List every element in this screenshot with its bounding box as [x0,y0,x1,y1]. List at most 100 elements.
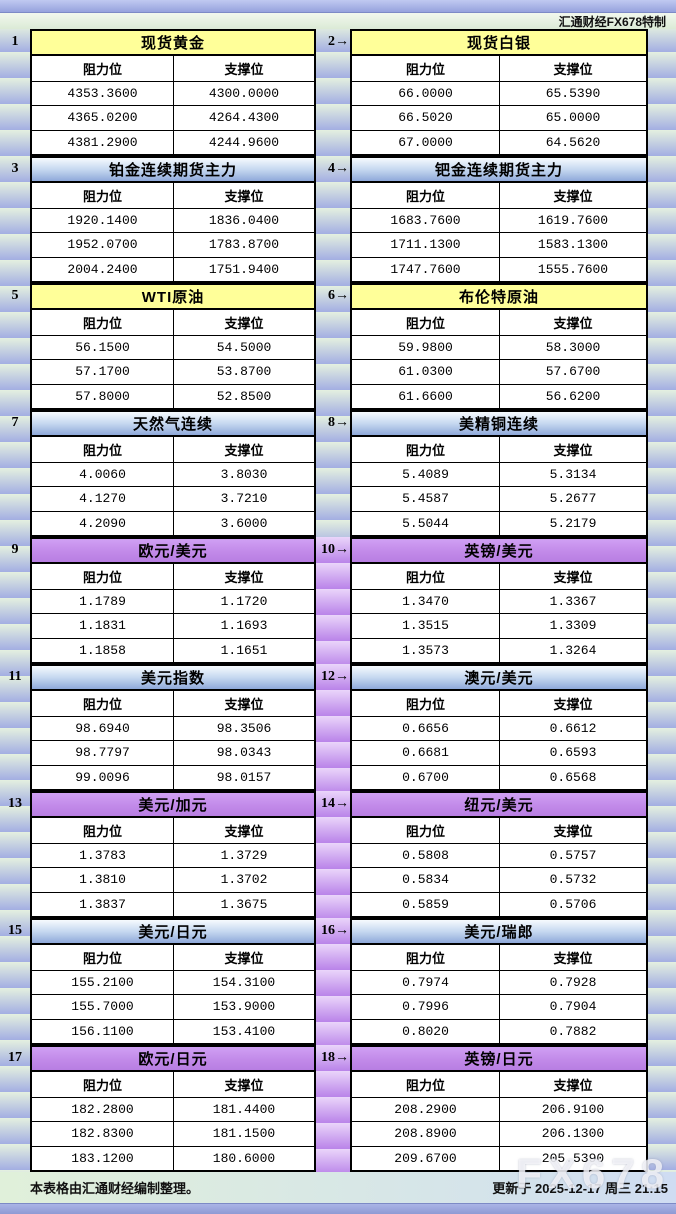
top-border-band [0,0,676,13]
support-value: 1.1720 [173,590,314,614]
left-margin-cell: 17 [0,1045,30,1172]
level-row: 1747.7600 1555.7600 [352,256,646,281]
support-value: 1.3264 [499,638,646,662]
resistance-value: 1.3783 [79,848,126,864]
panel-pair-row: 1 现货黄金 阻力位 支撑位 4353.3600 4300.0000 4365.… [0,29,676,156]
resistance-value: 98.7797 [75,745,130,761]
separator-column: 10→ [316,537,350,664]
panel-header-row: 阻力位 支撑位 [32,564,314,590]
resistance-value: 56.1500 [75,340,130,356]
support-value: 65.5390 [499,82,646,106]
left-panel-number: 9 [11,542,19,557]
resistance-value: 1.3573 [402,642,449,658]
separator-column: 4→ [316,156,350,283]
right-panel-number: 6→ [328,288,349,303]
support-value: 65.0000 [499,106,646,130]
support-value: 4264.4300 [173,106,314,130]
resistance-value: 2004.2400 [67,261,138,277]
resistance-header: 阻力位 [405,951,445,966]
quote-panel: 美元/加元 阻力位 支撑位 1.3783 1.3729 1.3810 1.370… [30,791,316,918]
panel-pair-row: 9 欧元/美元 阻力位 支撑位 1.1789 1.1720 1.1831 1.1… [0,537,676,664]
separator-column: 2→ [316,29,350,156]
level-row: 0.7974 0.7928 [352,971,646,995]
level-row: 208.8900 206.1300 [352,1121,646,1146]
left-panel-number: 17 [8,1050,22,1065]
level-row: 1.3470 1.3367 [352,590,646,614]
level-row: 5.4089 5.3134 [352,463,646,487]
level-row: 155.7000 153.9000 [32,994,314,1019]
resistance-value: 1.3837 [79,896,126,912]
right-margin-cell [648,537,676,664]
support-value: 205.5390 [499,1146,646,1170]
support-header: 支撑位 [499,183,646,208]
support-value: 206.1300 [499,1122,646,1146]
separator-column: 14→ [316,791,350,918]
level-row: 182.8300 181.1500 [32,1121,314,1146]
level-row: 57.1700 53.8700 [32,359,314,384]
support-value: 1.3367 [499,590,646,614]
resistance-value: 61.6600 [398,388,453,404]
resistance-value: 5.5044 [402,515,449,531]
support-value: 0.6612 [499,717,646,741]
support-value: 153.4100 [173,1019,314,1043]
resistance-value: 0.8020 [402,1023,449,1039]
level-row: 61.0300 57.6700 [352,359,646,384]
panel-title: 美元/日元 [32,920,314,945]
resistance-value: 155.2100 [71,975,134,991]
panel-pair-row: 11 美元指数 阻力位 支撑位 98.6940 98.3506 98.7797 … [0,664,676,791]
left-panel-number: 7 [11,415,19,430]
level-row: 4381.2900 4244.9600 [32,129,314,154]
level-row: 1.3783 1.3729 [32,844,314,868]
quote-panel: 英镑/日元 阻力位 支撑位 208.2900 206.9100 208.8900… [350,1045,648,1172]
resistance-header: 阻力位 [405,824,445,839]
resistance-value: 4.2090 [79,515,126,531]
brand-row: 汇通财经FX678特制 [0,13,676,29]
support-value: 5.3134 [499,463,646,487]
support-header: 支撑位 [173,564,314,589]
panel-title: 英镑/日元 [352,1047,646,1072]
resistance-header: 阻力位 [82,697,122,712]
separator-column: 8→ [316,410,350,537]
support-value: 0.5732 [499,868,646,892]
panel-header-row: 阻力位 支撑位 [32,56,314,82]
panel-header-row: 阻力位 支撑位 [352,691,646,717]
level-row: 98.7797 98.0343 [32,740,314,765]
support-header: 支撑位 [499,945,646,970]
panel-header-row: 阻力位 支撑位 [32,437,314,463]
resistance-value: 208.8900 [394,1126,457,1142]
level-row: 1.3837 1.3675 [32,891,314,916]
resistance-value: 98.6940 [75,721,130,737]
quote-panel: 现货白银 阻力位 支撑位 66.0000 65.5390 66.5020 65.… [350,29,648,156]
quote-panel: 布伦特原油 阻力位 支撑位 59.9800 58.3000 61.0300 57… [350,283,648,410]
left-panel-number: 11 [8,669,22,684]
panel-header-row: 阻力位 支撑位 [352,183,646,209]
panel-title: 美元/加元 [32,793,314,818]
support-header: 支撑位 [173,691,314,716]
level-row: 1.1858 1.1651 [32,637,314,662]
panel-pair-row: 13 美元/加元 阻力位 支撑位 1.3783 1.3729 1.3810 1.… [0,791,676,918]
level-row: 0.6681 0.6593 [352,740,646,765]
right-panel-number: 16→ [321,923,349,938]
panel-title: 钯金连续期货主力 [352,158,646,183]
level-row: 5.5044 5.2179 [352,510,646,535]
level-row: 209.6700 205.5390 [352,1145,646,1170]
level-row: 2004.2400 1751.9400 [32,256,314,281]
left-margin-cell: 7 [0,410,30,537]
level-row: 5.4587 5.2677 [352,486,646,511]
support-header: 支撑位 [499,56,646,81]
resistance-header: 阻力位 [405,443,445,458]
support-value: 1619.7600 [499,209,646,233]
support-value: 64.5620 [499,130,646,154]
quote-panel: 美元指数 阻力位 支撑位 98.6940 98.3506 98.7797 98.… [30,664,316,791]
level-row: 0.5859 0.5706 [352,891,646,916]
resistance-value: 0.5808 [402,848,449,864]
resistance-value: 4381.2900 [67,134,138,150]
right-panel-number: 12→ [321,669,349,684]
resistance-header: 阻力位 [82,824,122,839]
resistance-header: 阻力位 [82,570,122,585]
resistance-header: 阻力位 [405,1078,445,1093]
panel-header-row: 阻力位 支撑位 [32,183,314,209]
level-row: 66.5020 65.0000 [352,105,646,130]
resistance-value: 1.3515 [402,618,449,634]
